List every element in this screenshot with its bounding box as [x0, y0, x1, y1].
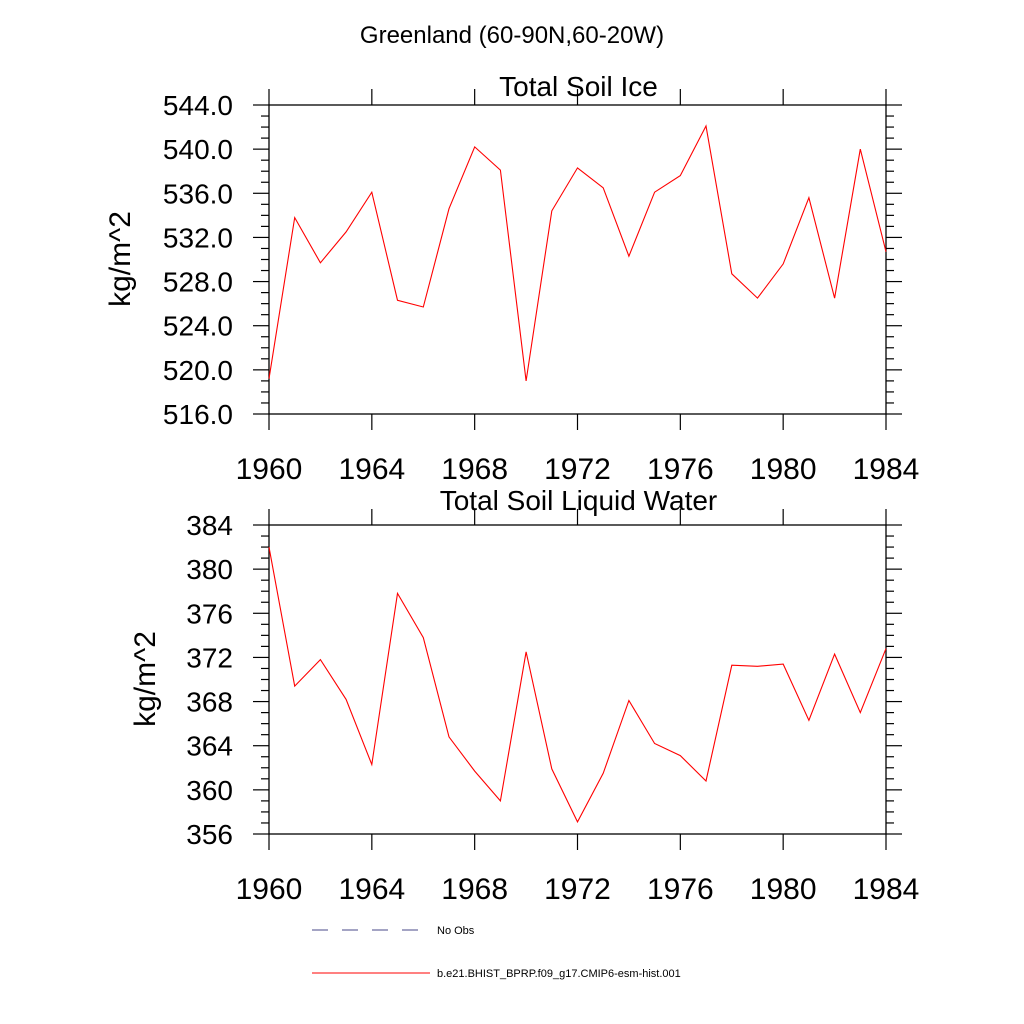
series-line-1	[268, 546, 887, 824]
data-point	[653, 190, 657, 194]
data-point	[447, 207, 451, 211]
legend: No Obs b.e21.BHIST_BPRP.f09_g17.CMIP6-esm…	[312, 925, 681, 980]
x-tick-label: 1984	[853, 453, 920, 486]
y-tick-label: 524.0	[163, 311, 233, 342]
y-tick-label: 544.0	[163, 90, 233, 121]
x-tick-label: 1984	[853, 873, 920, 906]
data-point	[421, 305, 425, 309]
plot-frame	[268, 104, 887, 415]
x-tick-label: 1976	[647, 453, 714, 486]
data-point	[576, 166, 580, 170]
data-point	[730, 272, 734, 276]
y-tick-label: 384	[186, 510, 233, 541]
y-tick-label: 528.0	[163, 267, 233, 298]
y-tick-label: 372	[186, 642, 233, 673]
y-tick-label: 368	[186, 687, 233, 718]
data-point	[473, 769, 477, 773]
y-tick-label: 356	[186, 819, 233, 850]
data-point	[781, 262, 785, 266]
data-point	[396, 298, 400, 302]
data-point	[370, 190, 374, 194]
data-point	[498, 799, 502, 803]
y-axis-label: kg/m^2	[104, 211, 137, 307]
data-point	[421, 636, 425, 640]
chart-panel-1: Total Soil Ice 516.0 520.0 524.0 528.0 532.0 5…	[104, 71, 919, 486]
y-tick-label: 380	[186, 554, 233, 585]
chart-panels: Total Soil Ice 516.0 520.0 524.0 528.0 532.0 5…	[104, 71, 919, 906]
y-tick-label: 516.0	[163, 399, 233, 430]
data-point	[267, 545, 271, 549]
y-tick-label: 360	[186, 775, 233, 806]
data-point	[807, 196, 811, 200]
x-tick-label: 1964	[338, 453, 405, 486]
chart-panel-2: Total Soil Liquid Water 356 360 364 368 372 37…	[129, 485, 919, 906]
data-point	[550, 209, 554, 213]
data-point	[267, 377, 271, 381]
data-point	[627, 698, 631, 702]
data-point	[781, 662, 785, 666]
data-point	[473, 145, 477, 149]
x-tick-label: 1980	[750, 453, 817, 486]
data-point	[550, 767, 554, 771]
x-tick-label: 1968	[441, 453, 508, 486]
x-tick-label: 1960	[236, 453, 303, 486]
data-point	[678, 754, 682, 758]
y-tick-label: 376	[186, 598, 233, 629]
data-point	[858, 711, 862, 715]
data-point	[601, 771, 605, 775]
data-point	[524, 650, 528, 654]
data-point	[755, 296, 759, 300]
data-point	[396, 591, 400, 595]
data-point	[730, 663, 734, 667]
data-point	[833, 652, 837, 656]
data-point	[858, 147, 862, 151]
data-point	[755, 664, 759, 668]
data-point	[627, 254, 631, 258]
data-point	[344, 230, 348, 234]
plot-frame	[268, 524, 887, 835]
data-point	[344, 697, 348, 701]
legend-label-2: b.e21.BHIST_BPRP.f09_g17.CMIP6-esm-hist.…	[437, 968, 681, 980]
data-point	[293, 216, 297, 220]
y-tick-label: 540.0	[163, 134, 233, 165]
chart-title: Total Soil Ice	[499, 71, 658, 102]
data-point	[293, 684, 297, 688]
data-point	[704, 124, 708, 128]
data-point	[807, 718, 811, 722]
y-tick-label: 536.0	[163, 178, 233, 209]
y-axis-label: kg/m^2	[129, 631, 162, 727]
x-tick-label: 1964	[338, 873, 405, 906]
x-tick-label: 1960	[236, 873, 303, 906]
data-point	[884, 647, 888, 651]
data-point	[576, 820, 580, 824]
data-point	[498, 168, 502, 172]
y-tick-label: 364	[186, 731, 233, 762]
data-point	[318, 658, 322, 662]
y-tick-label: 532.0	[163, 222, 233, 253]
data-point	[704, 779, 708, 783]
data-point	[678, 174, 682, 178]
data-point	[318, 261, 322, 265]
data-point	[601, 186, 605, 190]
data-point	[833, 296, 837, 300]
figure-suptitle: Greenland (60-90N,60-20W)	[360, 22, 664, 49]
x-tick-label: 1968	[441, 873, 508, 906]
series-line-1	[268, 124, 887, 381]
x-tick-label: 1972	[544, 873, 611, 906]
data-point	[884, 250, 888, 254]
data-point	[524, 379, 528, 383]
legend-label-1: No Obs	[437, 925, 475, 937]
x-tick-label: 1976	[647, 873, 714, 906]
chart-title: Total Soil Liquid Water	[440, 485, 718, 516]
x-tick-label: 1972	[544, 453, 611, 486]
data-point	[447, 735, 451, 739]
x-tick-label: 1980	[750, 873, 817, 906]
data-point	[370, 762, 374, 766]
y-tick-label: 520.0	[163, 355, 233, 386]
data-point	[653, 742, 657, 746]
